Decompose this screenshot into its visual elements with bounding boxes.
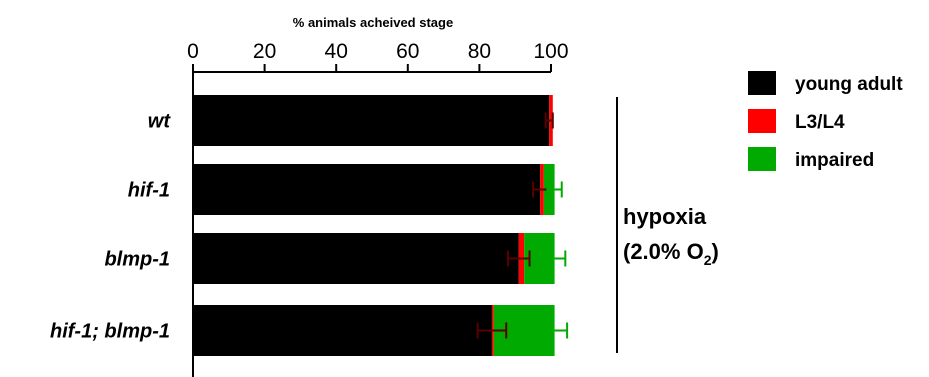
legend-swatch <box>748 71 776 95</box>
legend-label: young adult <box>795 74 903 95</box>
condition-label-prefix: (2.0% O <box>623 239 704 264</box>
x-tick-label: 20 <box>253 40 276 63</box>
legend-label: impaired <box>795 150 874 171</box>
category-label: blmp-1 <box>104 249 170 271</box>
legend-swatch <box>748 147 776 171</box>
category-label: hif-1 <box>128 180 170 202</box>
condition-label-subscript: 2 <box>704 252 712 268</box>
category-label: wt <box>148 111 172 133</box>
category-label: hif-1; blmp-1 <box>50 321 170 343</box>
x-tick-label: 100 <box>533 40 568 63</box>
legend: young adult L3/L4 impaired <box>748 71 903 171</box>
condition-label-line1: hypoxia <box>623 204 707 229</box>
legend-swatch <box>748 109 776 133</box>
bar-group <box>193 95 555 356</box>
bar-segment-young-adult <box>193 95 550 146</box>
bar-segment-young-adult <box>193 164 541 215</box>
legend-label: L3/L4 <box>795 112 845 133</box>
x-axis-ticks: 0 20 40 60 80 100 <box>187 40 569 72</box>
x-axis-title: % animals acheived stage <box>293 15 453 30</box>
x-tick-label: 40 <box>325 40 348 63</box>
bar-segment-young-adult <box>193 233 519 284</box>
x-tick-label: 60 <box>396 40 419 63</box>
condition-label-suffix: ) <box>712 239 719 264</box>
condition-label-line2: (2.0% O2) <box>623 239 719 268</box>
x-tick-label: 0 <box>187 40 199 63</box>
error-bar-group <box>476 112 569 339</box>
bar-segment-young-adult <box>193 305 492 356</box>
category-labels: wt hif-1 blmp-1 hif-1; blmp-1 <box>50 111 171 343</box>
x-tick-label: 80 <box>468 40 491 63</box>
